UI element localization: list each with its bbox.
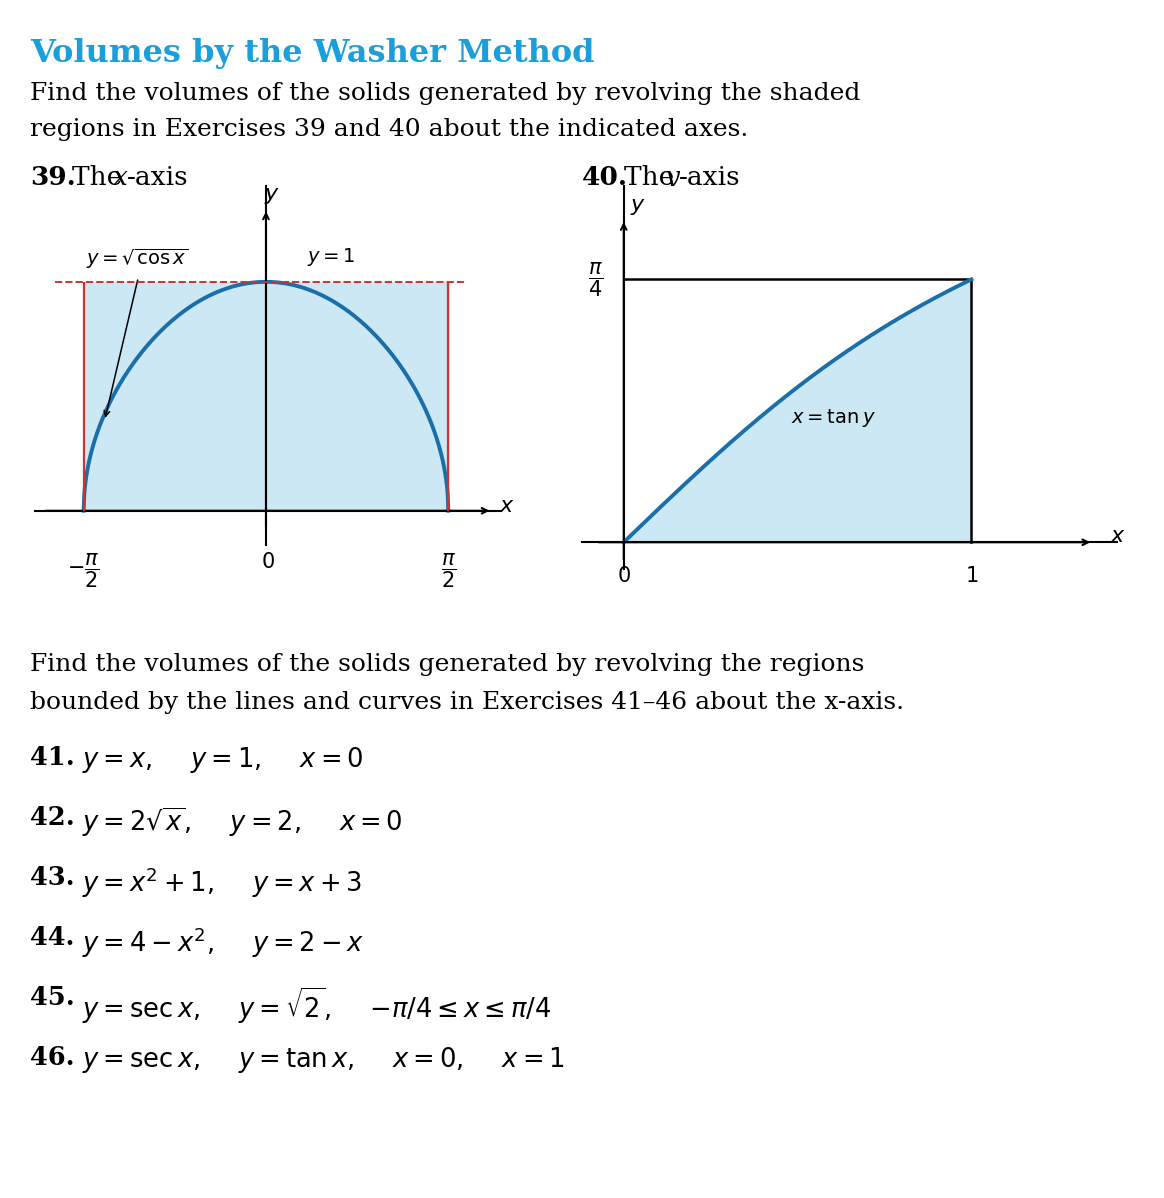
Text: 45.: 45. bbox=[30, 985, 74, 1010]
Text: $x = \tan y$: $x = \tan y$ bbox=[790, 406, 875, 429]
Text: -axis: -axis bbox=[127, 165, 189, 190]
Text: 42.: 42. bbox=[30, 805, 74, 830]
Text: $y$: $y$ bbox=[630, 195, 646, 217]
Text: Find the volumes of the solids generated by revolving the regions: Find the volumes of the solids generated… bbox=[30, 653, 865, 676]
Text: bounded by the lines and curves in Exercises 41–46 about the x-axis.: bounded by the lines and curves in Exerc… bbox=[30, 691, 904, 714]
Text: 44.: 44. bbox=[30, 925, 74, 950]
Text: 41.: 41. bbox=[30, 745, 74, 770]
Text: $0$: $0$ bbox=[262, 552, 275, 571]
Text: x: x bbox=[113, 165, 128, 190]
Text: $y = \sec x,$    $y = \tan x,$    $x = 0,$    $x = 1$: $y = \sec x,$ $y = \tan x,$ $x = 0,$ $x … bbox=[81, 1045, 565, 1075]
Text: 46.: 46. bbox=[30, 1045, 74, 1070]
Text: $x$: $x$ bbox=[499, 495, 516, 518]
Text: 39.: 39. bbox=[30, 165, 76, 190]
Text: 43.: 43. bbox=[30, 865, 74, 890]
Text: The: The bbox=[72, 165, 130, 190]
Text: $y = \sqrt{\cos x}$: $y = \sqrt{\cos x}$ bbox=[86, 247, 189, 271]
Text: regions in Exercises 39 and 40 about the indicated axes.: regions in Exercises 39 and 40 about the… bbox=[30, 117, 748, 141]
Text: $y = x,$    $y = 1,$    $x = 0$: $y = x,$ $y = 1,$ $x = 0$ bbox=[81, 745, 363, 775]
Text: 40.: 40. bbox=[582, 165, 629, 190]
Polygon shape bbox=[624, 279, 972, 543]
Text: $\dfrac{\pi}{4}$: $\dfrac{\pi}{4}$ bbox=[588, 260, 603, 298]
Text: $\dfrac{\pi}{2}$: $\dfrac{\pi}{2}$ bbox=[441, 552, 456, 591]
Text: $y = 1$: $y = 1$ bbox=[306, 246, 355, 268]
Text: $y = \sec x,$    $y = \sqrt{2},$    $-\pi/4 \leq x \leq \pi/4$: $y = \sec x,$ $y = \sqrt{2},$ $-\pi/4 \l… bbox=[81, 985, 552, 1025]
Text: $y = 4 - x^2,$    $y = 2 - x$: $y = 4 - x^2,$ $y = 2 - x$ bbox=[81, 925, 364, 960]
Text: $1$: $1$ bbox=[965, 565, 978, 586]
Text: y: y bbox=[665, 165, 680, 190]
Text: $0$: $0$ bbox=[617, 565, 631, 586]
Text: $-\dfrac{\pi}{2}$: $-\dfrac{\pi}{2}$ bbox=[68, 552, 100, 591]
Text: $y = 2\sqrt{x},$    $y = 2,$    $x = 0$: $y = 2\sqrt{x},$ $y = 2,$ $x = 0$ bbox=[81, 805, 403, 839]
Text: Volumes by the Washer Method: Volumes by the Washer Method bbox=[30, 38, 595, 69]
Text: Find the volumes of the solids generated by revolving the shaded: Find the volumes of the solids generated… bbox=[30, 81, 860, 105]
Text: $y = x^2 + 1,$    $y = x + 3$: $y = x^2 + 1,$ $y = x + 3$ bbox=[81, 865, 362, 900]
Text: $y$: $y$ bbox=[264, 183, 279, 206]
Text: The: The bbox=[624, 165, 682, 190]
Text: $x$: $x$ bbox=[1110, 525, 1127, 546]
Text: -axis: -axis bbox=[679, 165, 740, 190]
